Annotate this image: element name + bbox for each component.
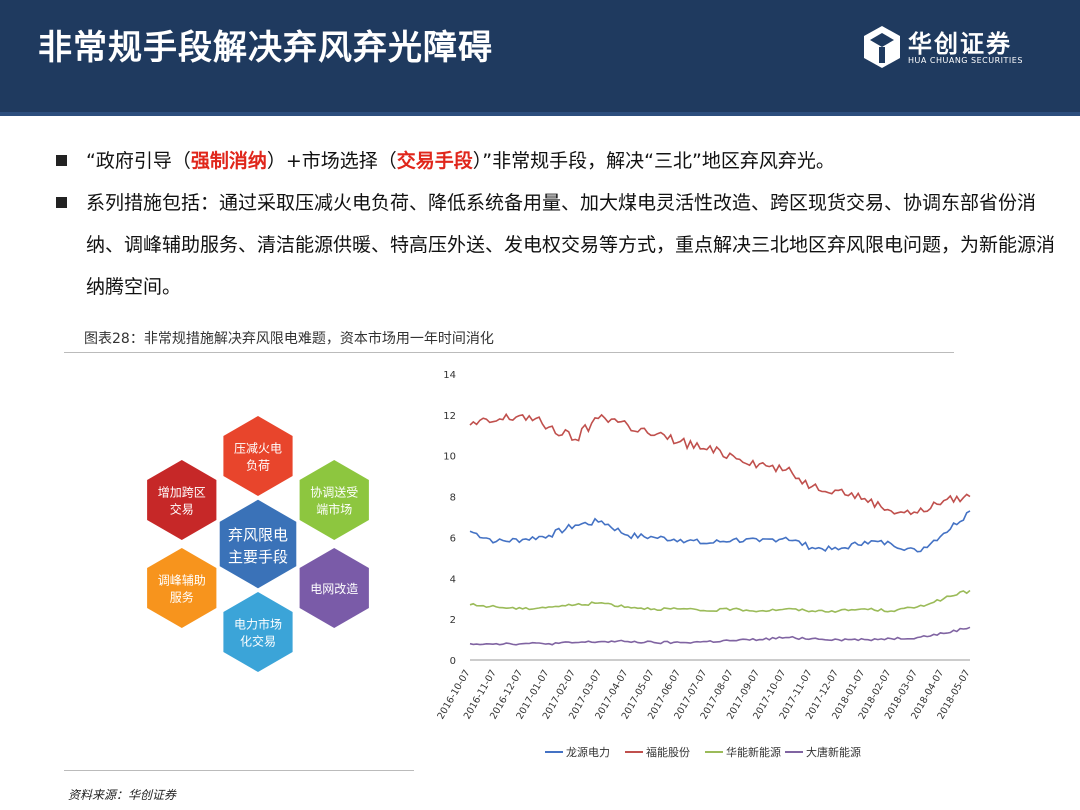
legend-label: 华能新能源 xyxy=(726,745,781,759)
legend-item-4: 大唐新能源 xyxy=(785,745,861,759)
measure-label: 电网改造 xyxy=(310,582,358,596)
source-note: 资料来源：华创证券 xyxy=(68,788,177,802)
legend-item-1: 龙源电力 xyxy=(545,745,610,759)
bullet-list: “政府引导（强制消纳）+市场选择（交易手段）”非常规手段，解决“三北”地区弃风弃… xyxy=(56,140,1056,308)
header-divider xyxy=(0,112,1080,116)
measure-label: 压减火电 xyxy=(234,442,282,456)
measure-label: 服务 xyxy=(170,590,194,605)
series-line-1 xyxy=(469,510,971,553)
measure-label: 电力市场 xyxy=(234,617,282,632)
legend-item-3: 华能新能源 xyxy=(705,745,781,759)
y-tick-label: 0 xyxy=(450,656,456,667)
stock-price-line-chart: 024681012142016-10-072016-11-072016-12-0… xyxy=(435,370,972,759)
measure-hex-5 xyxy=(147,548,217,628)
bullet1-mid: ）+市场选择（ xyxy=(266,150,397,172)
figure-divider xyxy=(64,352,954,353)
center-hex xyxy=(216,496,300,592)
logo-mark-icon xyxy=(864,26,900,68)
measure-label: 端市场 xyxy=(316,502,352,517)
measure-hex-3 xyxy=(299,548,369,628)
measure-hex-6 xyxy=(147,460,217,540)
y-tick-label: 10 xyxy=(443,452,456,463)
y-tick-label: 4 xyxy=(450,574,456,585)
y-tick-label: 12 xyxy=(443,411,456,422)
measure-hex-2 xyxy=(299,460,369,540)
y-tick-label: 6 xyxy=(450,533,456,544)
measure-label: 化交易 xyxy=(240,634,276,649)
center-label: 主要手段 xyxy=(228,548,288,566)
measure-label: 调峰辅助 xyxy=(158,574,206,588)
legend-label: 福能股份 xyxy=(646,745,690,759)
legend-item-2: 福能股份 xyxy=(625,745,690,759)
bullet1-close: ）”非常规手段，解决“三北”地区弃风弃光。 xyxy=(472,150,835,172)
series-line-3 xyxy=(469,589,971,613)
y-tick-label: 2 xyxy=(450,615,456,626)
measure-label: 负荷 xyxy=(246,459,270,473)
measure-label: 交易 xyxy=(170,502,194,517)
source-divider xyxy=(64,770,414,771)
legend-label: 大唐新能源 xyxy=(806,745,861,759)
bullet1-highlight-2: 交易手段 xyxy=(396,150,473,172)
bullet1-open: “政府引导（ xyxy=(86,150,191,172)
series-line-2 xyxy=(469,412,971,516)
bullet-square-icon xyxy=(56,155,67,166)
series-line-4 xyxy=(469,626,971,646)
figure-title: 图表28：非常规措施解决弃风限电难题，资本市场用一年时间消化 xyxy=(84,331,494,347)
bullet2-text: 系列措施包括：通过采取压减火电负荷、降低系统备用量、加大煤电灵活性改造、跨区现货… xyxy=(86,192,1056,298)
bullet-item-1: “政府引导（强制消纳）+市场选择（交易手段）”非常规手段，解决“三北”地区弃风弃… xyxy=(56,140,1056,182)
measure-label: 协调送受 xyxy=(310,485,358,500)
bullet-square-icon xyxy=(56,197,67,208)
bullet-item-2: 系列措施包括：通过采取压减火电负荷、降低系统备用量、加大煤电灵活性改造、跨区现货… xyxy=(56,182,1056,308)
y-tick-label: 14 xyxy=(443,370,456,381)
legend-label: 龙源电力 xyxy=(566,745,610,759)
page-title: 非常规手段解决弃风弃光障碍 xyxy=(38,28,493,68)
company-logo: 华创证券 HUA CHUANG SECURITIES xyxy=(862,22,1052,70)
y-tick-label: 8 xyxy=(450,493,456,504)
bullet1-highlight-1: 强制消纳 xyxy=(190,150,267,172)
measure-hex-1 xyxy=(223,416,293,496)
measure-label: 增加跨区 xyxy=(158,486,206,500)
measure-hex-4 xyxy=(223,592,293,672)
logo-text: 华创证券 xyxy=(908,30,1012,58)
logo-subtext: HUA CHUANG SECURITIES xyxy=(908,56,1023,65)
center-label: 弃风限电 xyxy=(228,526,288,544)
